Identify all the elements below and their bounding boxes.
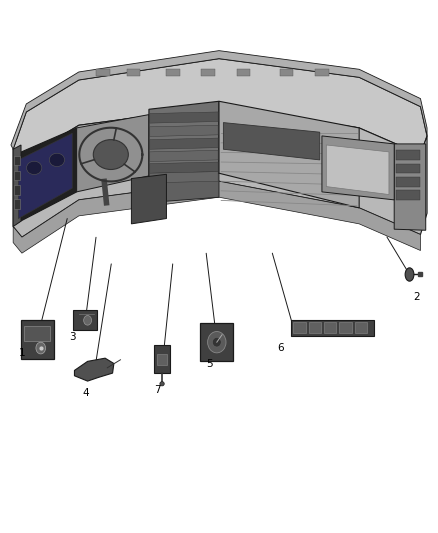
Polygon shape bbox=[13, 181, 420, 253]
Bar bbox=[339, 322, 352, 333]
Ellipse shape bbox=[36, 342, 46, 354]
Polygon shape bbox=[13, 145, 21, 227]
Bar bbox=[324, 322, 336, 333]
Bar bbox=[14, 156, 20, 165]
Bar bbox=[280, 69, 293, 76]
Bar bbox=[396, 164, 420, 173]
Bar bbox=[315, 69, 328, 76]
Polygon shape bbox=[11, 51, 427, 149]
Bar bbox=[154, 345, 170, 373]
Ellipse shape bbox=[212, 337, 221, 347]
Ellipse shape bbox=[208, 332, 226, 353]
Polygon shape bbox=[13, 59, 427, 160]
Polygon shape bbox=[150, 150, 218, 161]
Bar bbox=[396, 150, 420, 160]
Bar bbox=[309, 322, 321, 333]
Text: 4: 4 bbox=[82, 389, 89, 398]
Polygon shape bbox=[322, 136, 394, 200]
Polygon shape bbox=[15, 128, 77, 224]
Bar bbox=[201, 69, 215, 76]
Bar bbox=[73, 310, 97, 330]
Ellipse shape bbox=[93, 140, 128, 169]
Bar bbox=[157, 354, 167, 365]
Polygon shape bbox=[150, 172, 218, 183]
Bar bbox=[127, 69, 140, 76]
Polygon shape bbox=[18, 133, 72, 219]
Bar bbox=[14, 171, 20, 180]
Bar bbox=[166, 69, 180, 76]
Text: 1: 1 bbox=[18, 348, 25, 358]
Text: 6: 6 bbox=[277, 343, 284, 352]
Bar bbox=[291, 320, 374, 336]
Polygon shape bbox=[149, 173, 219, 203]
Ellipse shape bbox=[160, 382, 164, 386]
Polygon shape bbox=[13, 107, 427, 237]
Bar bbox=[237, 69, 250, 76]
Polygon shape bbox=[326, 145, 389, 195]
Bar bbox=[21, 320, 54, 359]
Bar bbox=[396, 190, 420, 200]
Bar bbox=[355, 322, 367, 333]
Ellipse shape bbox=[84, 316, 92, 325]
Ellipse shape bbox=[49, 154, 65, 167]
Text: 5: 5 bbox=[206, 359, 213, 368]
Text: 3: 3 bbox=[69, 332, 76, 342]
Bar bbox=[14, 185, 20, 195]
Polygon shape bbox=[149, 101, 219, 179]
Polygon shape bbox=[219, 101, 359, 208]
Polygon shape bbox=[150, 162, 218, 173]
Bar bbox=[14, 199, 20, 209]
Polygon shape bbox=[394, 144, 426, 230]
Text: 7: 7 bbox=[154, 385, 161, 395]
Bar bbox=[293, 322, 306, 333]
Polygon shape bbox=[150, 125, 218, 136]
Ellipse shape bbox=[405, 268, 414, 281]
Bar bbox=[24, 326, 50, 341]
Polygon shape bbox=[150, 112, 218, 123]
Polygon shape bbox=[77, 115, 149, 192]
Text: 2: 2 bbox=[413, 293, 420, 302]
Polygon shape bbox=[223, 123, 320, 160]
Polygon shape bbox=[74, 358, 114, 381]
Polygon shape bbox=[150, 138, 218, 149]
Bar bbox=[396, 177, 420, 187]
Polygon shape bbox=[131, 174, 166, 224]
Bar bbox=[96, 69, 110, 76]
Bar bbox=[200, 323, 233, 361]
Ellipse shape bbox=[27, 161, 42, 175]
